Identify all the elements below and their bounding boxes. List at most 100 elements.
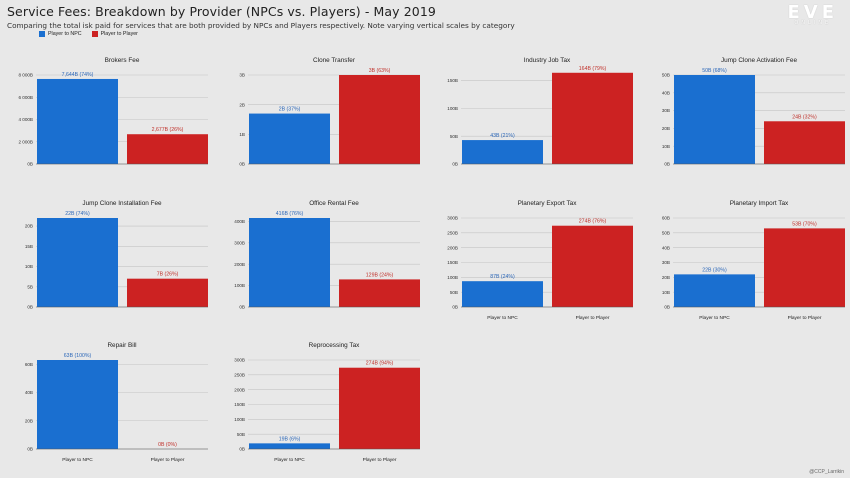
y-tick-label: 60B (25, 362, 33, 367)
chart-panel-repair-bill: Repair Bill 0B 20B 40B 60B 63B (100%) Player t… (0, 335, 212, 470)
data-label: 416B (76%) (276, 211, 304, 217)
chart-svg: Reprocessing Tax 0B 50B 100B 150B 200B 250B 300… (234, 342, 420, 463)
data-label: 87B (24%) (490, 274, 515, 280)
bar-player-to-npc (249, 113, 330, 164)
chart-title: Industry Job Tax (524, 57, 571, 64)
y-tick-label: 150B (447, 260, 458, 265)
y-tick-label: 20B (25, 224, 33, 229)
y-tick-label: 0B (27, 305, 33, 310)
x-tick-label: Player to Player (576, 315, 610, 321)
x-tick-label: Player to NPC (487, 315, 518, 321)
chart-panel-planetary-export-tax: Planetary Export Tax 0B 50B 100B 150B 200B 250… (425, 193, 637, 328)
data-label: 22B (30%) (702, 267, 727, 273)
legend-item-player: Player to Player (91, 31, 138, 37)
y-tick-label: 100B (447, 106, 458, 111)
y-tick-label: 15B (25, 244, 33, 249)
legend-item-npc: Player to NPC (39, 31, 82, 37)
bar-player-to-player (339, 367, 420, 449)
data-label: 274B (76%) (579, 219, 607, 225)
data-label: 129B (24%) (366, 272, 394, 278)
y-tick-label: 30B (662, 260, 670, 265)
y-tick-label: 1B (239, 132, 245, 137)
y-tick-label: 40B (25, 390, 33, 395)
data-label: 7B (26%) (157, 272, 179, 278)
logo-subtext: ONLINE (794, 20, 832, 26)
y-tick-label: 50B (237, 432, 245, 437)
chart-panel-jump-clone-installation-fee: Jump Clone Installation Fee 0B 5B 10B 15B 20B… (0, 193, 212, 328)
y-tick-label: 10B (662, 290, 670, 295)
chart-title: Clone Transfer (313, 57, 356, 64)
y-tick-label: 0B (452, 305, 458, 310)
chart-svg: Planetary Export Tax 0B 50B 100B 150B 200B 250… (447, 200, 633, 321)
y-tick-label: 0B (27, 447, 33, 452)
y-tick-label: 50B (662, 73, 670, 78)
data-label: 274B (94%) (366, 361, 394, 367)
bar-player-to-player (764, 121, 845, 164)
y-tick-label: 250B (234, 372, 245, 377)
chart-title: Brokers Fee (105, 57, 140, 64)
y-tick-label: 100B (234, 283, 245, 288)
y-tick-label: 8 000B (18, 73, 33, 78)
y-tick-label: 10B (662, 144, 670, 149)
chart-svg: Industry Job Tax 0B 50B 100B 150B 43B (21%) 16… (447, 57, 633, 167)
y-tick-label: 0B (239, 305, 245, 310)
y-tick-label: 20B (25, 418, 33, 423)
x-tick-label: Player to Player (788, 315, 822, 321)
chart-panel-planetary-import-tax: Planetary Import Tax 0B 10B 20B 30B 40B 50B 60B… (637, 193, 849, 328)
chart-title: Planetary Export Tax (518, 200, 578, 207)
y-tick-label: 10B (25, 264, 33, 269)
y-tick-label: 5B (27, 284, 33, 289)
y-tick-label: 200B (234, 262, 245, 267)
chart-svg: Brokers Fee 0B 2 000B 4 000B 6 000B 8 000B 7,6… (18, 57, 208, 167)
chart-svg: Jump Clone Activation Fee 0B 10B 20B 30B 40B 5… (662, 57, 845, 167)
y-tick-label: 0B (664, 162, 670, 167)
x-tick-label: Player to NPC (274, 457, 305, 463)
chart-title: Jump Clone Installation Fee (82, 200, 162, 207)
logo-text: EVE (787, 2, 838, 23)
x-tick-label: Player to Player (151, 457, 185, 463)
chart-title: Office Rental Fee (309, 200, 359, 207)
data-label: 22B (74%) (65, 211, 90, 217)
y-tick-label: 40B (662, 245, 670, 250)
data-label: 2,677B (26%) (152, 127, 184, 133)
chart-svg: Repair Bill 0B 20B 40B 60B 63B (100%) Player t… (25, 342, 208, 463)
data-label: 53B (70%) (792, 221, 817, 227)
data-label: 7,644B (74%) (62, 72, 94, 78)
data-label: 164B (79%) (579, 66, 607, 72)
y-tick-label: 20B (662, 126, 670, 131)
legend: Player to NPC Player to Player (39, 31, 138, 37)
bar-player-to-player (339, 279, 420, 307)
y-tick-label: 50B (662, 230, 670, 235)
legend-swatch-npc (39, 31, 45, 37)
bar-player-to-npc (249, 218, 330, 307)
chart-panel-reprocessing-tax: Reprocessing Tax 0B 50B 100B 150B 200B 250B 300… (212, 335, 424, 470)
chart-panel-brokers-fee: Brokers Fee 0B 2 000B 4 000B 6 000B 8 000B 7,6… (0, 50, 212, 185)
chart-panel-office-rental-fee: Office Rental Fee 0B 100B 200B 300B 400B 416B … (212, 193, 424, 328)
data-label: 3B (63%) (369, 68, 391, 74)
y-tick-label: 400B (234, 219, 245, 224)
y-tick-label: 2B (239, 102, 245, 107)
y-tick-label: 0B (664, 305, 670, 310)
bar-player-to-player (127, 278, 208, 307)
chart-panel-jump-clone-activation-fee: Jump Clone Activation Fee 0B 10B 20B 30B 40B 5… (637, 50, 849, 185)
bar-player-to-player (127, 134, 208, 164)
bar-player-to-npc (249, 443, 330, 449)
chart-title: Reprocessing Tax (309, 342, 360, 349)
y-tick-label: 30B (662, 108, 670, 113)
bar-player-to-npc (674, 274, 755, 307)
bar-player-to-player (339, 75, 420, 164)
bar-player-to-npc (37, 78, 118, 164)
y-tick-label: 2 000B (18, 139, 33, 144)
data-label: 2B (37%) (279, 107, 301, 113)
legend-label-npc: Player to NPC (48, 31, 82, 37)
chart-panel-clone-transfer: Clone Transfer 0B 1B 2B 3B 2B (37%) 3B (63%) (212, 50, 424, 185)
bar-player-to-npc (462, 281, 543, 307)
y-tick-label: 50B (450, 290, 458, 295)
bar-player-to-npc (462, 140, 543, 164)
legend-swatch-player (91, 31, 98, 37)
chart-svg: Clone Transfer 0B 1B 2B 3B 2B (37%) 3B (63%) (239, 57, 420, 167)
x-tick-label: Player to NPC (699, 315, 730, 321)
bar-player-to-player (552, 225, 633, 307)
y-tick-label: 200B (234, 387, 245, 392)
y-tick-label: 0B (27, 162, 33, 167)
